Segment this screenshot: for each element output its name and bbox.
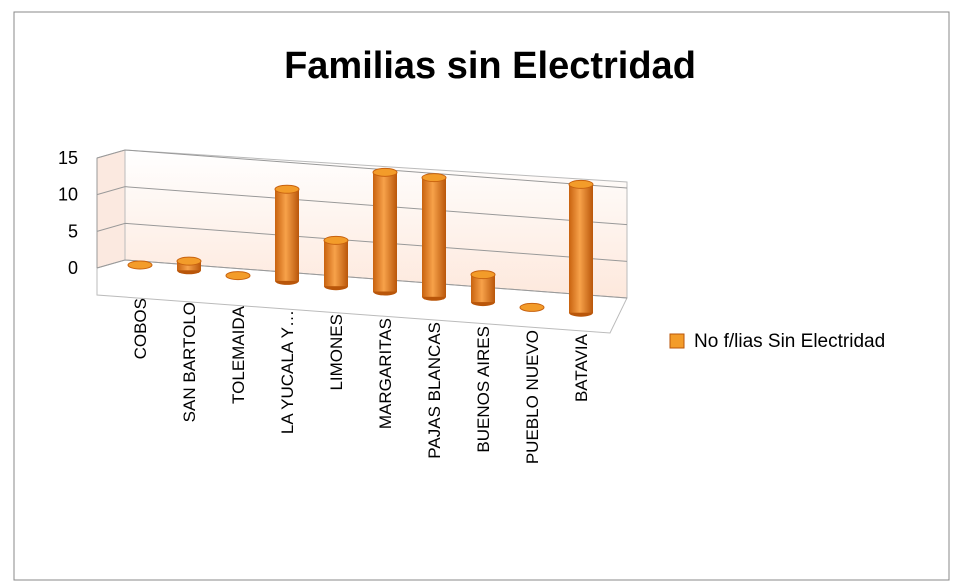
bar-top <box>127 260 153 270</box>
bar-top <box>176 256 202 266</box>
bar-top <box>274 184 300 194</box>
bar-top <box>568 179 594 189</box>
x-tick-label: LIMONES <box>327 314 346 391</box>
bar <box>324 240 348 287</box>
x-tick-label: LA YUCALA Y… <box>278 310 297 434</box>
y-tick-label: 15 <box>58 148 78 168</box>
bar <box>275 189 299 281</box>
grid-line <box>96 259 628 299</box>
bar <box>422 177 446 297</box>
x-tick-label: TOLEMAIDA <box>229 305 248 404</box>
x-tick-label: MARGARITAS <box>376 318 395 429</box>
bar-top <box>421 173 447 183</box>
bar-top <box>519 302 545 312</box>
x-tick-label: COBOS <box>131 298 150 359</box>
x-tick-label: SAN BARTOLO <box>180 302 199 422</box>
x-tick-label: PAJAS BLANCAS <box>425 322 444 459</box>
bar-top <box>470 270 496 280</box>
grid-line <box>96 222 628 262</box>
bar <box>373 172 397 292</box>
chart-title: Familias sin Electridad <box>284 45 696 87</box>
side-wall <box>96 149 126 269</box>
x-tick-label: BATAVIA <box>572 333 591 402</box>
legend-label: No f/lias Sin Electridad <box>694 331 885 352</box>
bar <box>471 274 495 303</box>
bar-top <box>225 271 251 281</box>
y-tick-label: 0 <box>68 258 78 278</box>
grid-line <box>96 186 628 226</box>
bar <box>177 261 201 271</box>
x-tick-label: BUENOS AIRES <box>474 326 493 453</box>
bar-top <box>323 235 349 245</box>
x-tick-label: PUEBLO NUEVO <box>523 330 542 464</box>
grid-line <box>96 149 628 189</box>
bar <box>569 184 593 313</box>
legend-swatch <box>669 333 685 349</box>
bar-top <box>372 167 398 177</box>
y-tick-label: 5 <box>68 221 78 241</box>
y-tick-label: 10 <box>58 185 78 205</box>
